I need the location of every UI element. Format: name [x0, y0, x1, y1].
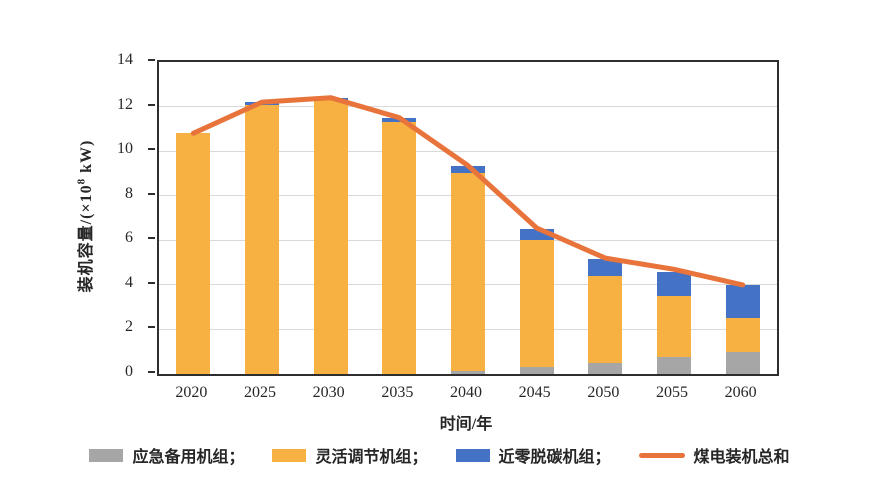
- y-tick-label: 12: [117, 95, 133, 113]
- bar-2050: [588, 62, 623, 374]
- y-tick-label: 10: [117, 140, 133, 158]
- y-tick-label: 4: [125, 273, 133, 291]
- bar-2035: [382, 62, 417, 374]
- bar-2030: [313, 62, 348, 374]
- bar-segment-near-zero-carbon: [657, 271, 691, 296]
- y-tick-label: 8: [125, 184, 133, 202]
- bar-2060: [725, 62, 760, 374]
- bar-segment-flexible-regulation: [657, 296, 691, 358]
- x-tick-label: 2055: [655, 384, 688, 401]
- bar-segment-near-zero-carbon: [588, 259, 623, 276]
- y-tick-mark: [148, 192, 155, 195]
- plot-area: [157, 60, 779, 376]
- legend-item: 灵活调节机组；: [272, 443, 428, 467]
- legend-color-swatch: [89, 448, 124, 462]
- bar-segment-near-zero-carbon: [313, 97, 348, 100]
- y-tick-label: 0: [125, 363, 133, 380]
- legend-label: 应急备用机组；: [132, 449, 245, 466]
- y-tick-mark: [148, 371, 155, 373]
- x-tick-label: 2035: [381, 384, 414, 401]
- x-tick-label: 2030: [312, 384, 345, 401]
- y-tick-mark: [148, 148, 155, 151]
- y-axis-title: 装机容量/(×108 kW): [72, 86, 96, 346]
- bar-segment-flexible-regulation: [588, 275, 623, 363]
- bar-segment-flexible-regulation: [245, 105, 279, 374]
- legend-label: 煤电装机总和: [693, 449, 790, 466]
- bar-segment-emergency-backup: [657, 357, 691, 374]
- bar-2025: [245, 62, 279, 374]
- x-tick-label: 2045: [518, 384, 551, 401]
- legend-item: 应急备用机组；: [89, 443, 244, 467]
- x-tick-label: 2025: [243, 384, 276, 401]
- legend-color-swatch: [272, 448, 307, 462]
- y-axis-title-superscript: 8: [75, 177, 88, 185]
- bar-segment-flexible-regulation: [519, 240, 554, 368]
- bar-segment-near-zero-carbon: [245, 102, 279, 106]
- bar-segment-near-zero-carbon: [382, 117, 417, 123]
- y-tick-mark: [148, 281, 155, 284]
- legend-item: 煤电装机总和: [638, 443, 790, 467]
- bar-2040: [451, 62, 485, 374]
- legend-label: 近零脱碳机组；: [498, 449, 611, 466]
- y-tick-label: 14: [117, 51, 133, 68]
- x-tick-label: 2020: [175, 384, 208, 401]
- legend-line-swatch: [638, 452, 685, 458]
- bar-2045: [519, 62, 554, 374]
- legend-color-swatch: [455, 448, 490, 462]
- y-tick-mark: [148, 326, 155, 329]
- bar-segment-emergency-backup: [451, 370, 485, 374]
- legend: 应急备用机组； 灵活调节机组； 近零脱碳机组； 煤电装机总和: [0, 443, 879, 467]
- y-tick-mark: [148, 59, 155, 61]
- bar-segment-flexible-regulation: [725, 318, 760, 352]
- bar-segment-emergency-backup: [725, 351, 760, 374]
- bar-segment-near-zero-carbon: [519, 229, 554, 241]
- x-tick-label: 2060: [724, 384, 757, 401]
- legend-label: 灵活调节机组；: [315, 449, 428, 466]
- bar-2055: [657, 62, 691, 374]
- bar-segment-near-zero-carbon: [451, 165, 485, 174]
- y-tick-label: 2: [125, 318, 133, 336]
- bar-segment-flexible-regulation: [176, 133, 211, 374]
- bar-segment-near-zero-carbon: [725, 284, 760, 319]
- y-tick-mark: [148, 237, 155, 240]
- bar-segment-flexible-regulation: [382, 122, 417, 374]
- y-tick-label: 6: [125, 229, 133, 247]
- bar-segment-emergency-backup: [519, 367, 554, 374]
- legend-item: 近零脱碳机组；: [455, 443, 611, 467]
- bar-2020: [176, 62, 211, 374]
- bar-segment-flexible-regulation: [451, 173, 485, 371]
- bar-segment-flexible-regulation: [313, 99, 348, 374]
- x-tick-label: 2040: [449, 384, 482, 401]
- x-tick-label: 2050: [587, 384, 620, 401]
- y-tick-mark: [148, 103, 155, 106]
- x-axis-title: 时间/年: [439, 416, 493, 433]
- bar-segment-emergency-backup: [588, 362, 623, 374]
